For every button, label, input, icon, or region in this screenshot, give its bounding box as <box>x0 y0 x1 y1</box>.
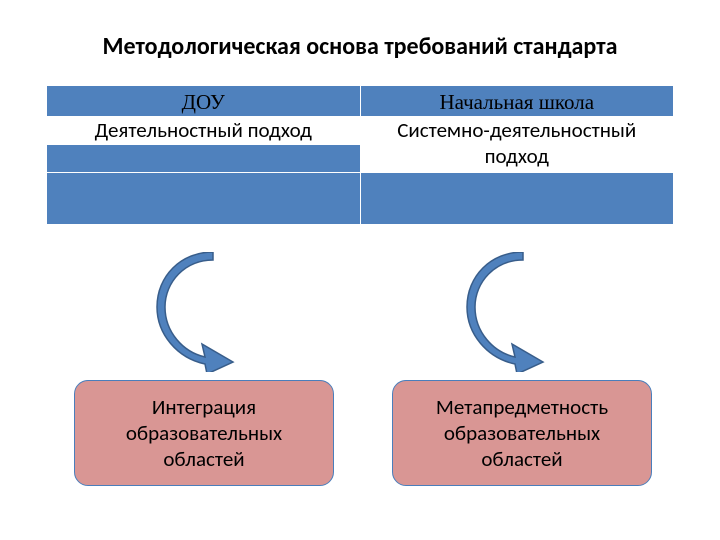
table-container: ДОУ Деятельностный подход Начальная школ… <box>46 85 674 225</box>
slide-title: Методологическая основа требований станд… <box>0 0 720 85</box>
curved-arrow-left-icon <box>155 252 245 372</box>
comparison-table: ДОУ Деятельностный подход Начальная школ… <box>46 85 674 225</box>
right-box-line2: образовательных <box>444 420 600 446</box>
left-header: ДОУ <box>47 86 360 116</box>
left-sub: Деятельностный подход <box>47 116 360 145</box>
right-header: Начальная школа <box>361 86 674 116</box>
result-box-right: Метапредметность образовательных областе… <box>392 380 652 486</box>
table-cell-left: ДОУ Деятельностный подход <box>47 86 361 173</box>
left-box-line1: Интеграция <box>152 394 256 420</box>
right-box-line1: Метапредметность <box>436 394 608 420</box>
table-cell-right: Начальная школа Системно-деятельностный … <box>360 86 674 173</box>
curved-arrow-right-icon <box>465 252 555 372</box>
result-box-left: Интеграция образовательных областей <box>74 380 334 486</box>
right-box-line3: областей <box>481 446 562 472</box>
pad-right <box>360 172 674 224</box>
right-sub: Системно-деятельностный подход <box>361 116 674 172</box>
left-box-line3: областей <box>163 446 244 472</box>
left-box-line2: образовательных <box>126 420 282 446</box>
pad-left <box>47 172 361 224</box>
